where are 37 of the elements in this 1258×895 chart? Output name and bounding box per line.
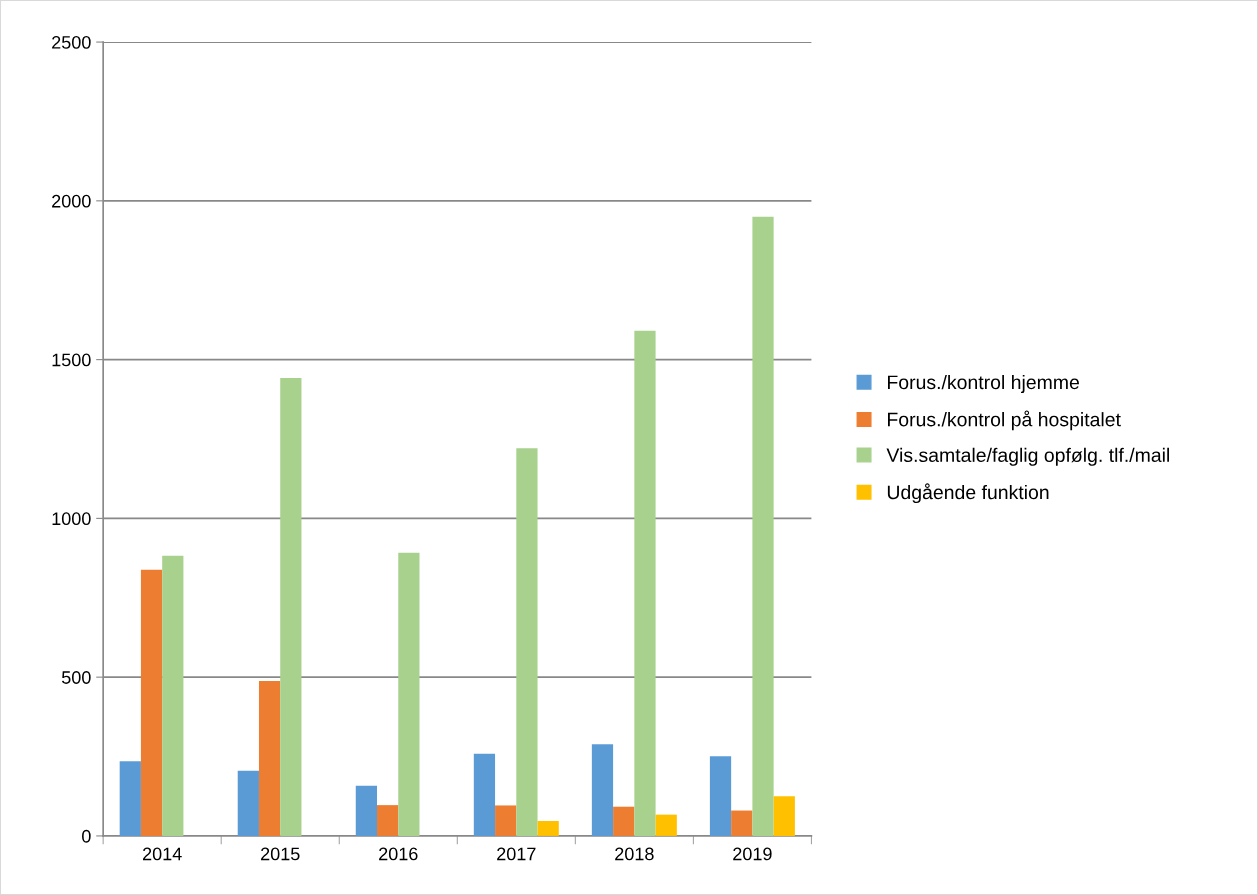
bar <box>495 805 517 836</box>
y-tick-label: 1000 <box>52 512 91 526</box>
y-tick-label: 2000 <box>52 194 91 208</box>
x-tick-label: 2014 <box>143 847 182 861</box>
x-tick-label: 2015 <box>261 847 300 861</box>
bar <box>119 761 141 836</box>
bar <box>398 552 420 836</box>
bar <box>613 806 635 836</box>
bar <box>162 555 184 836</box>
bar <box>473 753 496 836</box>
legend-label: Forus./kontrol på hospitalet <box>888 410 1121 431</box>
legend-label: Udgående funktion <box>887 483 1049 504</box>
bar <box>731 810 753 836</box>
x-tick-label: 2018 <box>615 847 654 861</box>
y-tick-label: 0 <box>82 829 91 843</box>
bar <box>591 744 614 836</box>
bar <box>655 814 677 836</box>
bar <box>377 805 399 836</box>
bar <box>516 448 538 836</box>
x-tick-label: 2016 <box>379 847 418 861</box>
x-tick-label: 2019 <box>733 847 772 861</box>
bar <box>537 821 559 836</box>
bar <box>258 680 281 836</box>
legend-label: Forus./kontrol hjemme <box>888 374 1079 394</box>
bar <box>709 756 732 836</box>
y-tick-label: 2500 <box>52 36 91 49</box>
y-tick-label: 1500 <box>52 353 91 367</box>
bar <box>634 330 656 836</box>
bar <box>237 770 259 836</box>
bar <box>280 378 302 836</box>
bar <box>752 216 774 836</box>
y-tick-label: 500 <box>61 671 91 684</box>
bar <box>773 796 795 836</box>
bar <box>355 785 378 836</box>
legend-label: Vis.samtale/faglig opfølg. tlf./mail <box>886 447 1169 466</box>
bar <box>140 569 163 836</box>
x-tick-label: 2017 <box>497 847 536 861</box>
